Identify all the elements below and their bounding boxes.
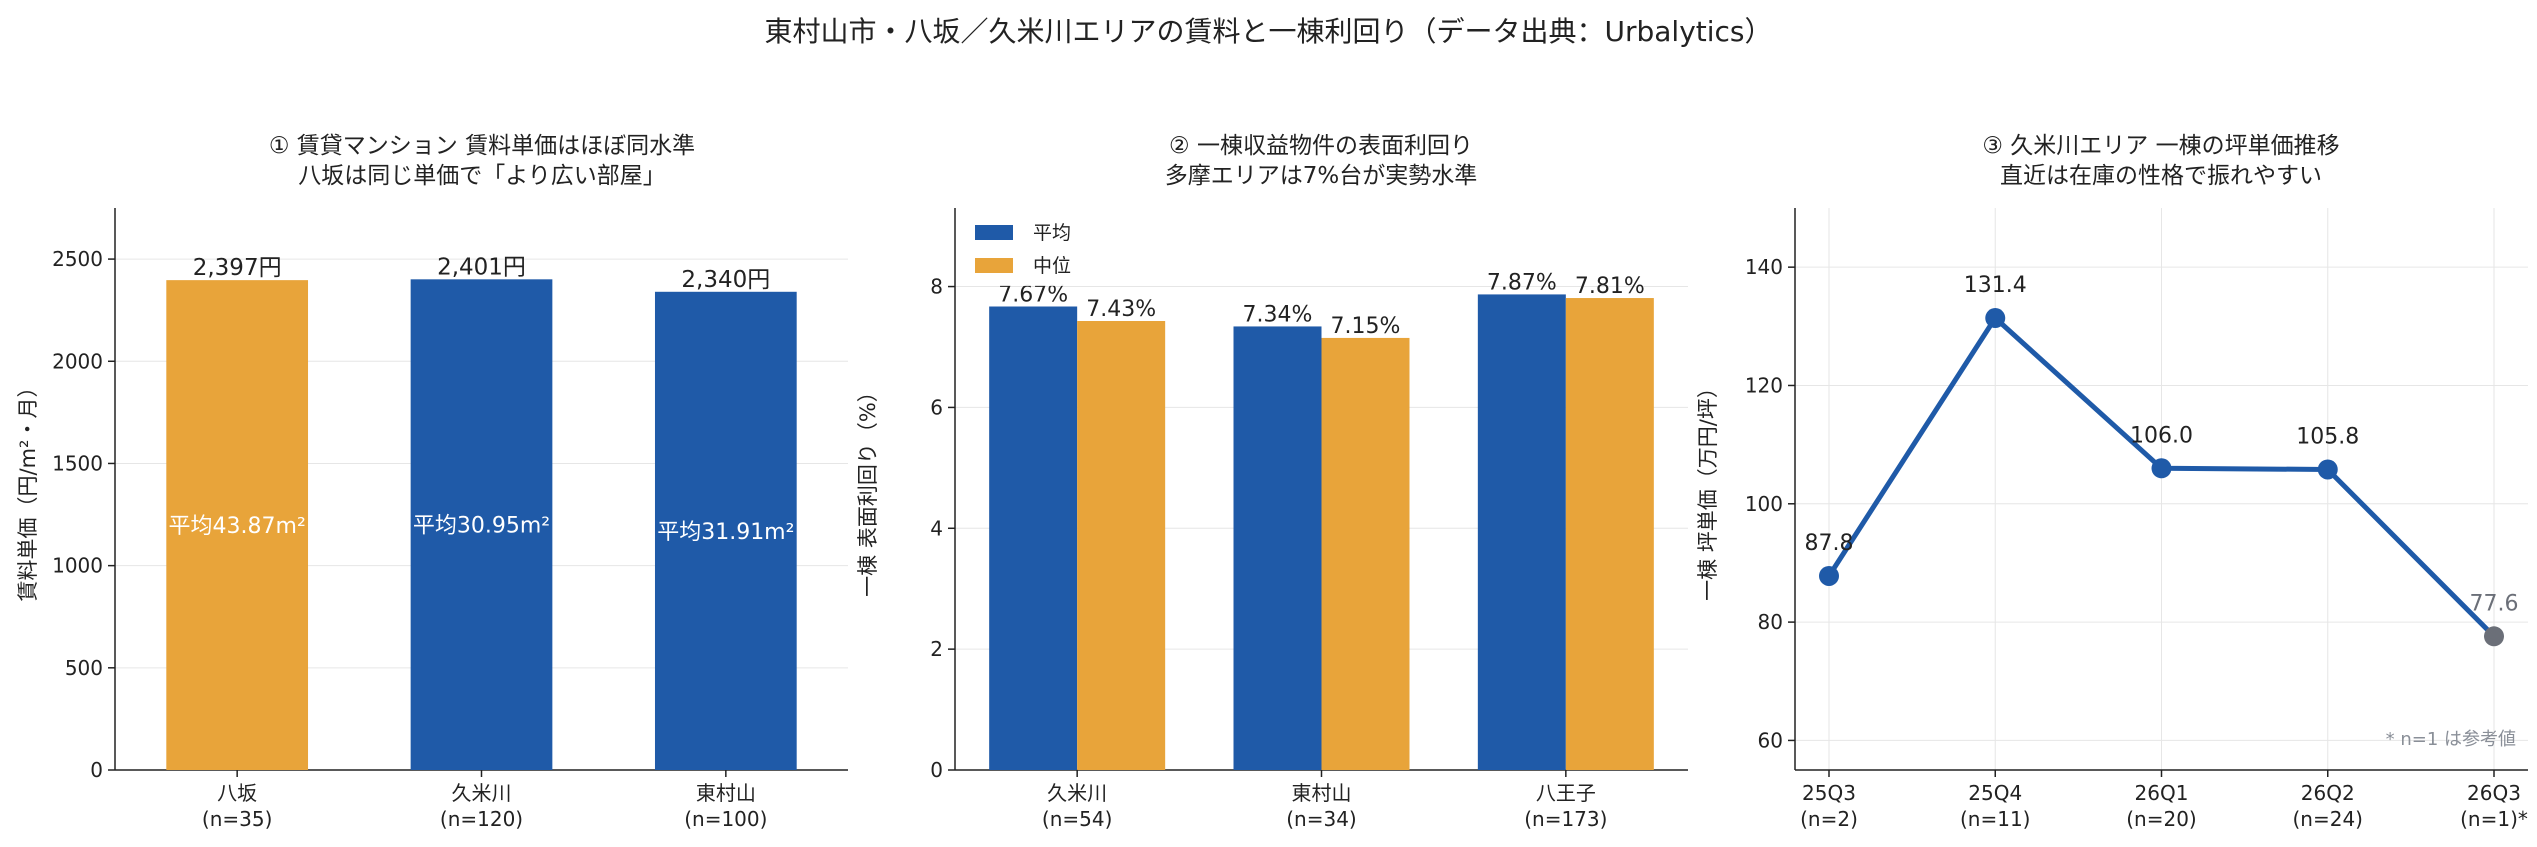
legend-swatch [975,225,1013,240]
bar-value-label: 7.43% [1086,297,1156,322]
legend-label: 平均 [1033,222,1071,244]
bar-value-label: 7.67% [998,283,1068,308]
x-tick-label: 八王子 [1536,781,1596,805]
x-tick-sublabel: (n=100) [684,807,767,831]
x-tick-sublabel: (n=11) [1960,807,2031,831]
chart-title-line: ① 賃貸マンション 賃料単価はほぼ同水準 [269,133,695,159]
bar-median [1565,298,1654,770]
bar-value-label: 2,340円 [681,267,770,293]
y-tick-label: 100 [1745,492,1783,516]
bar-inner-label: 平均31.91m² [657,520,794,545]
x-tick-label: 東村山 [1292,781,1352,805]
x-tick-sublabel: (n=35) [202,807,273,831]
x-tick-sublabel: (n=2) [1800,807,1858,831]
x-tick-label: 東村山 [696,781,756,805]
x-tick-label: 26Q2 [2301,781,2355,805]
x-tick-sublabel: (n=24) [2293,807,2364,831]
bar [654,291,797,770]
bar-value-label: 2,397円 [193,255,282,281]
bar-value-label: 7.81% [1575,274,1645,299]
y-tick-label: 60 [1758,728,1783,752]
y-tick-label: 2500 [52,247,103,271]
x-tick-sublabel: (n=120) [440,807,523,831]
x-tick-label: 25Q4 [1968,781,2022,805]
footnote: * n=1 は参考値 [2386,729,2516,750]
bar [166,280,309,770]
chart-title-line: 八坂は同じ単価で「より広い部屋」 [298,163,666,189]
data-value-label: 131.4 [1964,273,2027,298]
legend-label: 中位 [1033,255,1071,277]
x-tick-label: 26Q3 [2467,781,2521,805]
x-tick-label: 26Q1 [2135,781,2189,805]
chart-title-line: 直近は在庫の性格で振れやすい [2000,163,2322,189]
y-tick-label: 140 [1745,255,1783,279]
y-tick-label: 500 [65,656,103,680]
data-value-label: 87.8 [1805,531,1854,556]
bar-median [1077,321,1166,770]
bar-value-label: 7.15% [1331,314,1401,339]
y-tick-label: 6 [930,395,943,419]
y-tick-label: 2 [930,637,943,661]
x-tick-sublabel: (n=34) [1286,807,1357,831]
bar-inner-label: 平均30.95m² [413,514,550,539]
chart-title-line: ② 一棟収益物件の表面利回り [1169,133,1473,159]
bar-median [1321,337,1410,770]
data-value-label: 106.0 [2130,423,2193,448]
x-tick-label: 25Q3 [1802,781,1856,805]
y-tick-label: 2000 [52,349,103,373]
bar [410,279,553,770]
data-point [2317,459,2338,480]
y-tick-label: 8 [930,275,943,299]
x-tick-sublabel: (n=173) [1524,807,1607,831]
chart-title-line: 多摩エリアは7%台が実勢水準 [1165,163,1478,189]
bar-value-label: 7.87% [1487,270,1557,295]
bar-mean [989,306,1078,770]
y-tick-label: 0 [90,758,103,782]
data-point [1819,565,1839,586]
legend-swatch [975,258,1013,273]
x-tick-label: 久米川 [452,781,512,805]
x-tick-label: 久米川 [1047,781,1107,805]
bar-value-label: 2,401円 [437,254,526,280]
data-value-label: 105.8 [2296,424,2359,449]
data-point [2484,626,2504,647]
x-tick-sublabel: (n=1)* [2460,807,2528,831]
y-tick-label: 1500 [52,451,103,475]
y-axis-label: 一棟 坪単価（万円/坪） [1696,377,1720,601]
y-axis-label: 賃料単価（円/m²・月） [16,377,40,602]
bar-inner-label: 平均43.87m² [169,514,306,539]
y-tick-label: 120 [1745,373,1783,397]
data-point [1985,308,2006,329]
figure-title: 東村山市・八坂／久米川エリアの賃料と一棟利回り（データ出典：Urbalytics… [764,15,1773,48]
bar-value-label: 7.34% [1243,302,1313,327]
x-tick-sublabel: (n=20) [2126,807,2197,831]
x-tick-sublabel: (n=54) [1042,807,1113,831]
bar-mean [1477,294,1566,770]
y-axis-label: 一棟 表面利回り（%） [856,381,880,597]
y-tick-label: 1000 [52,554,103,578]
data-point [2151,458,2172,479]
y-tick-label: 0 [930,758,943,782]
y-tick-label: 80 [1758,610,1783,634]
x-tick-label: 八坂 [217,781,257,805]
y-tick-label: 4 [930,516,943,540]
bar-mean [1233,326,1322,770]
chart-title-line: ③ 久米川エリア 一棟の坪単価推移 [1982,133,2339,159]
data-value-label: 77.6 [2470,591,2519,616]
